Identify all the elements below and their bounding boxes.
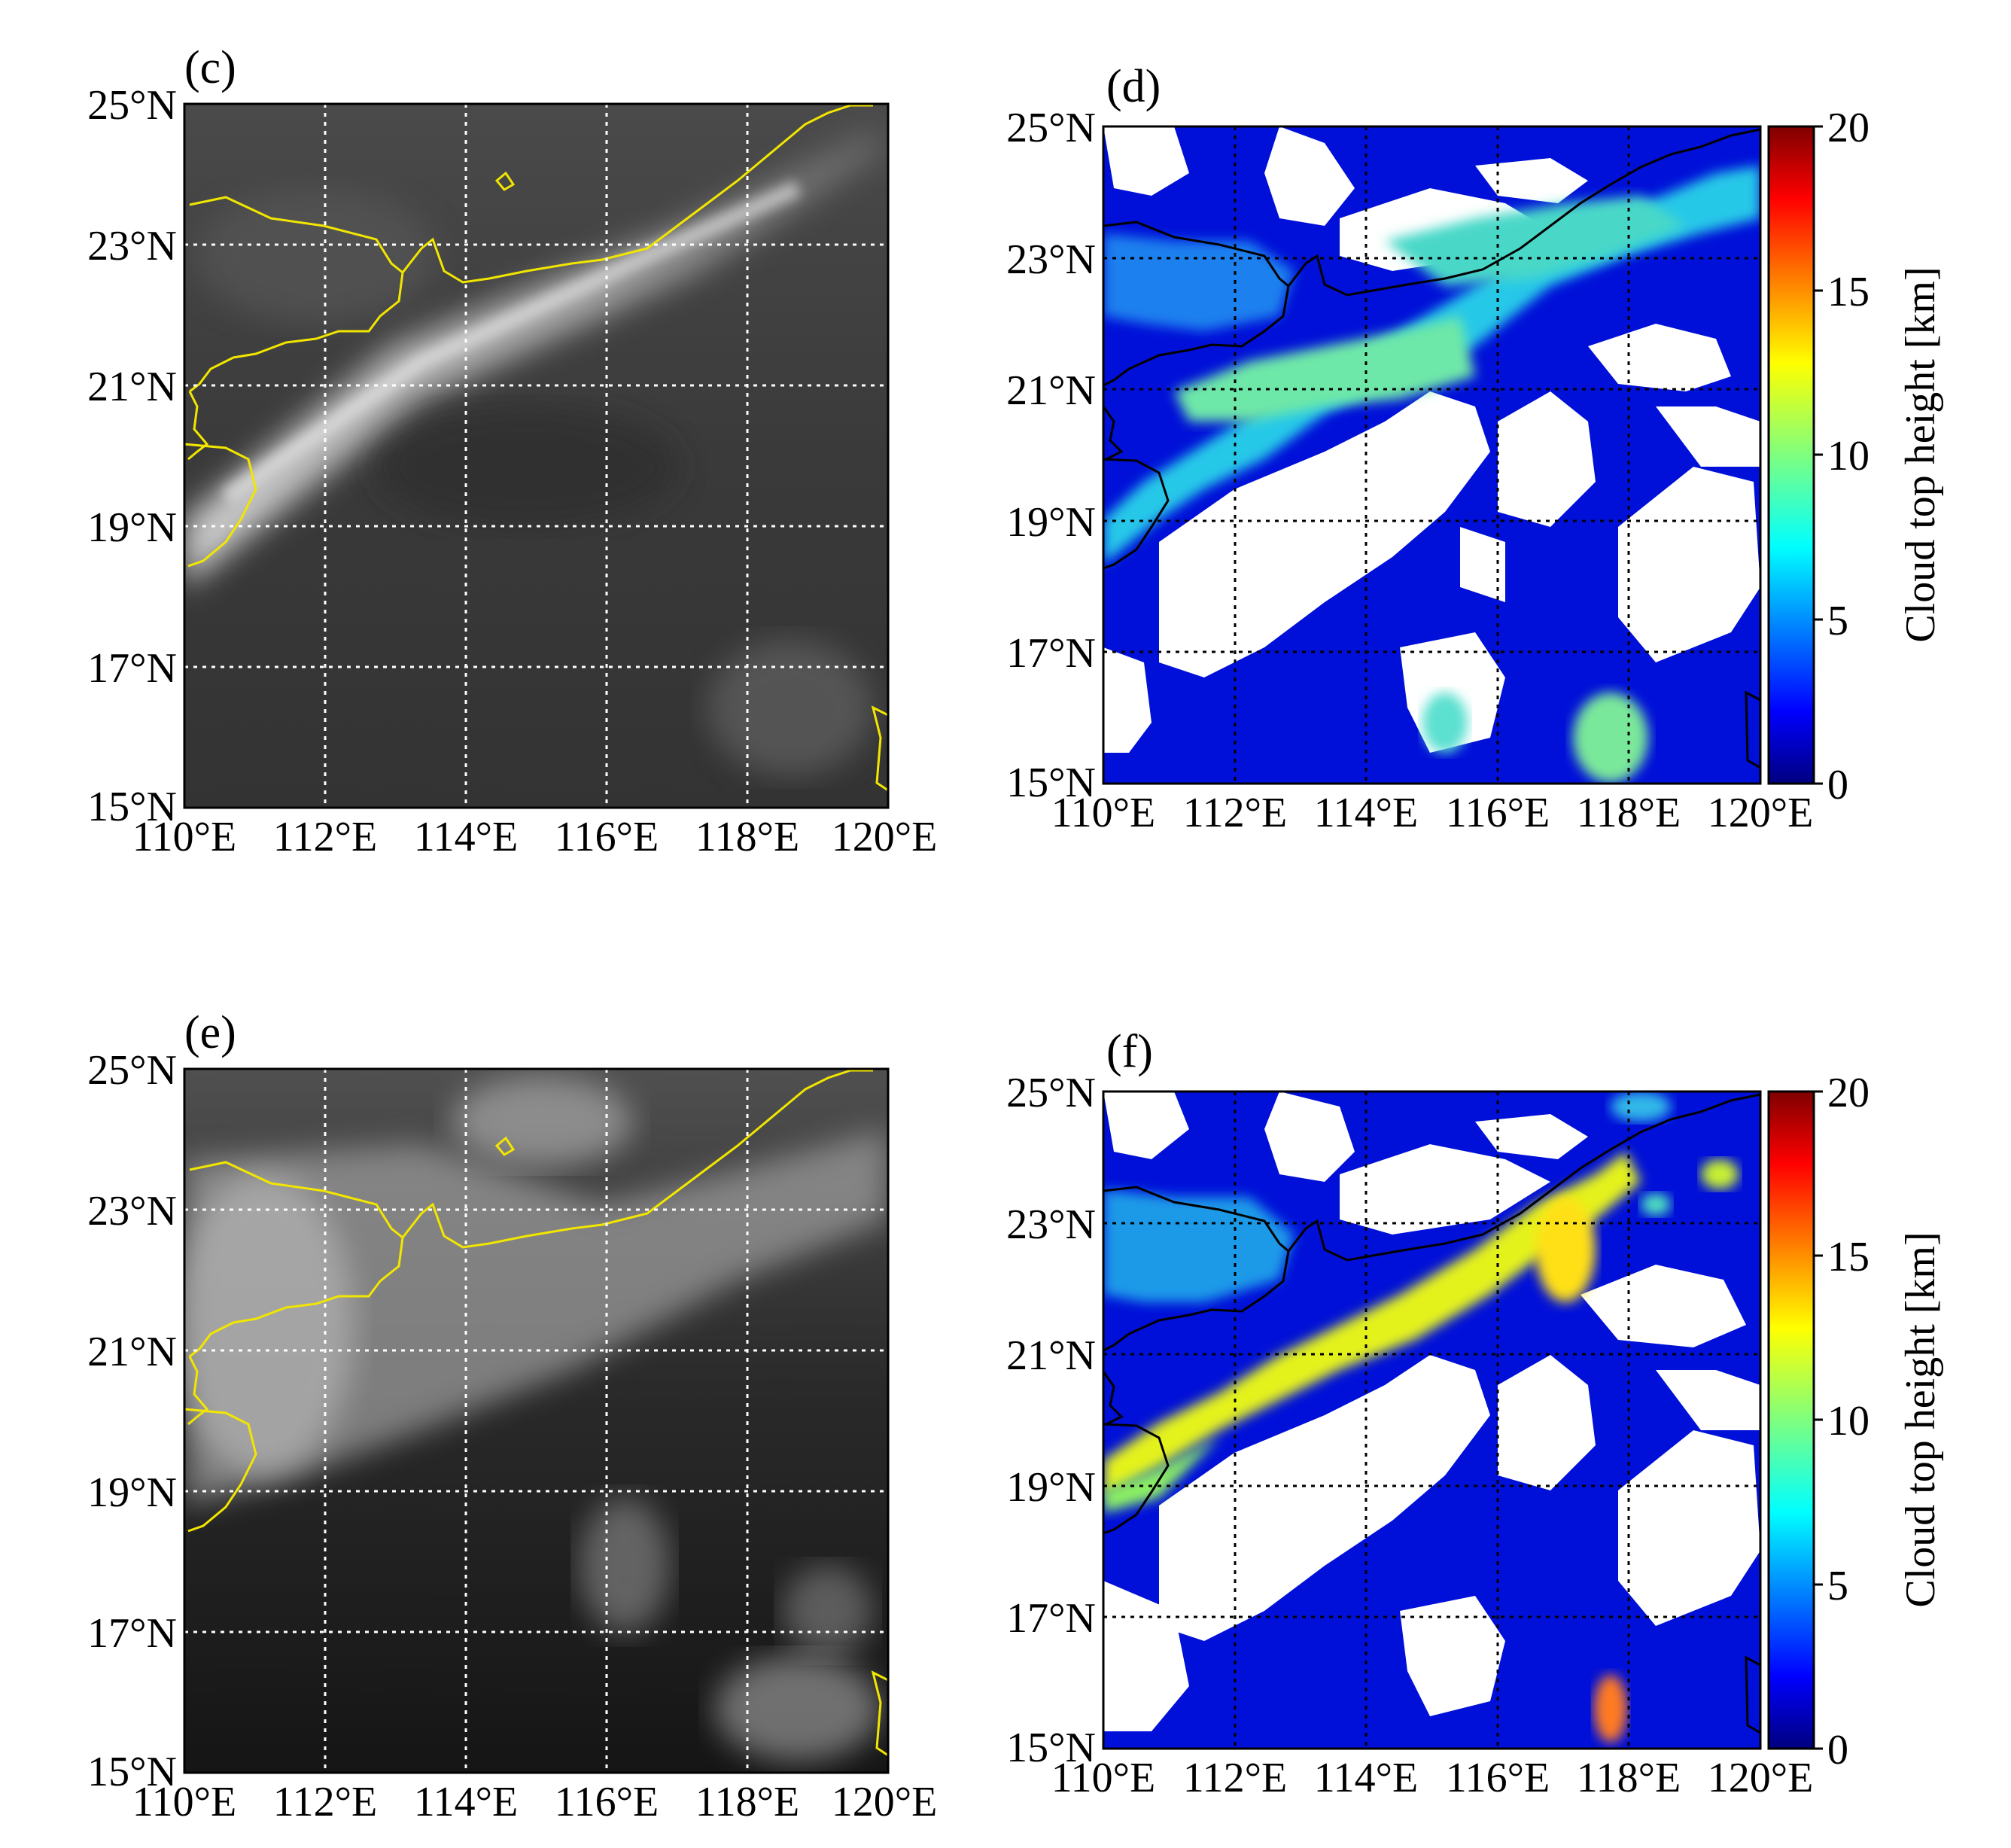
lat-tick: 17°N xyxy=(87,1610,177,1657)
panel-d: (d) 25°N 23°N 21°N 19°N 17°N 15°N 110°E … xyxy=(1006,61,1944,836)
lat-tick: 21°N xyxy=(87,1329,177,1375)
colorbar-tick: 20 xyxy=(1827,1070,1870,1116)
panel-e-frame xyxy=(183,1067,890,1774)
panel-e-lon-ticks: 110°E 112°E 114°E 116°E 118°E 120°E xyxy=(132,1779,938,1825)
colorbar-tick: 10 xyxy=(1827,433,1870,480)
lon-tick: 112°E xyxy=(1183,1755,1288,1801)
lat-tick: 19°N xyxy=(87,1469,177,1516)
lon-tick: 120°E xyxy=(1708,790,1814,836)
panel-e-label: (e) xyxy=(184,1007,236,1058)
lon-tick: 112°E xyxy=(273,814,378,860)
lon-tick: 116°E xyxy=(1446,790,1550,836)
panel-f-gridlines xyxy=(1103,1091,1760,1749)
colorbar-tick: 0 xyxy=(1827,762,1848,808)
lat-tick: 17°N xyxy=(1006,630,1096,677)
colorbar-tick: 15 xyxy=(1827,269,1870,315)
lat-tick: 15°N xyxy=(1006,1725,1096,1771)
panel-f-lat-ticks: 25°N 23°N 21°N 19°N 17°N 15°N xyxy=(1006,1070,1096,1771)
panel-f-frame xyxy=(1102,1090,1762,1750)
panel-d-lat-ticks: 25°N 23°N 21°N 19°N 17°N 15°N xyxy=(1006,105,1096,806)
lat-tick: 17°N xyxy=(1006,1595,1096,1642)
lon-tick: 110°E xyxy=(132,1779,237,1825)
colorbar-tick: 0 xyxy=(1827,1727,1848,1773)
lat-tick: 21°N xyxy=(87,364,177,410)
panel-d-frame xyxy=(1102,125,1762,785)
colorbar-label: Cloud top height [km] xyxy=(1897,266,1944,642)
lon-tick: 118°E xyxy=(1577,1755,1681,1801)
lon-tick: 112°E xyxy=(1183,790,1288,836)
panel-e-lat-ticks: 25°N 23°N 21°N 19°N 17°N 15°N xyxy=(87,1047,177,1795)
panel-d-colorbar: 20 15 10 5 0 Cloud top height [km] xyxy=(1767,105,1944,808)
panel-e-image xyxy=(184,1069,888,1773)
lon-tick: 114°E xyxy=(1314,790,1419,836)
lon-tick: 120°E xyxy=(832,814,938,860)
panel-d-gridlines xyxy=(1103,126,1760,784)
lat-tick: 15°N xyxy=(87,1749,177,1795)
lat-tick: 21°N xyxy=(1006,367,1096,414)
colorbar-tick: 5 xyxy=(1827,1563,1848,1609)
panel-d-label: (d) xyxy=(1106,61,1161,112)
panel-e-coastline xyxy=(184,1069,890,1758)
lat-tick: 19°N xyxy=(1006,1464,1096,1511)
lat-tick: 15°N xyxy=(1006,760,1096,806)
lon-tick: 120°E xyxy=(832,1779,938,1825)
panel-c-lon-ticks: 110°E 112°E 114°E 116°E 118°E 120°E xyxy=(132,814,938,860)
lat-tick: 23°N xyxy=(87,1188,177,1235)
lat-tick: 21°N xyxy=(1006,1332,1096,1379)
lat-tick: 17°N xyxy=(87,645,177,692)
panel-f-label: (f) xyxy=(1106,1026,1153,1077)
panel-c: (c) 25°N 23°N 21°N 19°N 17°N 15°N 110°E … xyxy=(87,42,937,860)
lat-tick: 23°N xyxy=(1006,1201,1096,1248)
lon-tick: 110°E xyxy=(1051,1755,1156,1801)
lon-tick: 114°E xyxy=(414,814,519,860)
panel-d-lon-ticks: 110°E 112°E 114°E 116°E 118°E 120°E xyxy=(1051,790,1814,836)
panel-f-lon-ticks: 110°E 112°E 114°E 116°E 118°E 120°E xyxy=(1051,1755,1814,1801)
panel-f-colorbar: 20 15 10 5 0 Cloud top height [km] xyxy=(1767,1070,1944,1773)
colorbar-tick: 20 xyxy=(1827,105,1870,151)
lon-tick: 116°E xyxy=(1446,1755,1550,1801)
lat-tick: 25°N xyxy=(1006,105,1096,151)
colorbar-tick: 15 xyxy=(1827,1234,1870,1280)
lon-tick: 120°E xyxy=(1708,1755,1814,1801)
panel-f-image xyxy=(1103,1091,1760,1749)
lat-tick: 25°N xyxy=(87,1047,177,1094)
lon-tick: 118°E xyxy=(695,1779,800,1825)
lon-tick: 110°E xyxy=(132,814,237,860)
panel-c-label: (c) xyxy=(184,42,236,93)
panel-c-coastline xyxy=(184,104,890,793)
panel-d-coastline xyxy=(1102,128,1762,770)
lat-tick: 19°N xyxy=(87,504,177,551)
lat-tick: 25°N xyxy=(87,82,177,129)
panel-c-frame xyxy=(183,102,890,809)
colorbar-tick: 10 xyxy=(1827,1398,1870,1445)
panel-c-lat-ticks: 25°N 23°N 21°N 19°N 17°N 15°N xyxy=(87,82,177,830)
panel-f: (f) 25°N 23°N 21°N 19°N 17°N 15°N 110°E … xyxy=(1006,1026,1944,1801)
lon-tick: 118°E xyxy=(695,814,800,860)
lon-tick: 112°E xyxy=(273,1779,378,1825)
lon-tick: 110°E xyxy=(1051,790,1156,836)
lon-tick: 118°E xyxy=(1577,790,1681,836)
lon-tick: 114°E xyxy=(1314,1755,1419,1801)
lat-tick: 15°N xyxy=(87,784,177,830)
panel-e: (e) 25°N 23°N 21°N 19°N 17°N 15°N 110°E … xyxy=(87,1007,937,1825)
panel-f-coastline xyxy=(1102,1093,1762,1735)
lat-tick: 19°N xyxy=(1006,499,1096,546)
lat-tick: 25°N xyxy=(1006,1070,1096,1116)
lon-tick: 116°E xyxy=(555,814,659,860)
colorbar-tick: 5 xyxy=(1827,598,1848,644)
panel-c-image xyxy=(184,104,888,808)
lon-tick: 116°E xyxy=(555,1779,659,1825)
lat-tick: 23°N xyxy=(87,223,177,269)
colorbar-label: Cloud top height [km] xyxy=(1897,1231,1944,1607)
panel-d-image xyxy=(1103,126,1760,784)
lon-tick: 114°E xyxy=(414,1779,519,1825)
lat-tick: 23°N xyxy=(1006,236,1096,283)
